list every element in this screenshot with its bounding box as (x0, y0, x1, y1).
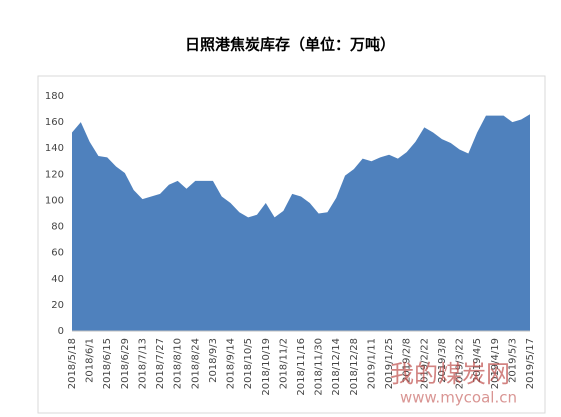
x-tick-label: 2018/9/3 (208, 338, 219, 383)
x-tick-label: 2019/5/17 (525, 338, 536, 389)
x-tick-label: 2019/2/8 (402, 338, 413, 383)
x-tick-label: 2019/3/22 (455, 338, 466, 389)
x-tick-label: 2018/7/27 (155, 338, 166, 389)
y-tick-label: 0 (58, 326, 64, 337)
x-tick-label: 2018/8/10 (173, 338, 184, 389)
x-tick-label: 2018/6/1 (85, 338, 96, 383)
y-tick-label: 100 (45, 195, 64, 206)
x-tick-label: 2019/1/25 (384, 338, 395, 389)
x-tick-label: 2018/6/15 (102, 338, 113, 389)
y-tick-label: 160 (45, 117, 64, 128)
y-tick-label: 20 (51, 300, 64, 311)
x-tick-label: 2019/2/22 (419, 338, 430, 389)
x-tick-label: 2018/11/16 (296, 338, 307, 396)
y-tick-label: 120 (45, 169, 64, 180)
y-tick-label: 80 (51, 222, 64, 233)
x-tick-label: 2018/7/13 (137, 338, 148, 389)
x-tick-label: 2018/8/24 (190, 338, 201, 389)
x-tick-label: 2019/3/8 (437, 338, 448, 383)
x-tick-label: 2019/1/11 (366, 338, 377, 389)
y-tick-label: 140 (45, 143, 64, 154)
y-tick-label: 180 (45, 91, 64, 102)
x-tick-label: 2018/5/18 (67, 338, 78, 389)
x-tick-label: 2018/11/30 (314, 338, 325, 396)
x-tick-label: 2018/10/19 (261, 338, 272, 396)
x-tick-label: 2018/12/28 (349, 338, 360, 396)
x-tick-label: 2019/4/19 (490, 338, 501, 389)
x-tick-label: 2018/11/2 (278, 338, 289, 389)
watermark-url: www.mycoal.cn (400, 389, 517, 407)
x-tick-label: 2018/6/29 (120, 338, 131, 389)
x-tick-label: 2018/10/5 (243, 338, 254, 389)
y-tick-label: 40 (51, 274, 64, 285)
x-tick-label: 2018/9/14 (226, 338, 237, 389)
chart-title: 日照港焦炭库存（单位：万吨） (185, 36, 395, 54)
x-tick-label: 2019/5/3 (507, 338, 518, 383)
x-tick-label: 2018/12/14 (331, 338, 342, 396)
area (72, 114, 530, 332)
watermark-name: 我的煤炭网 (390, 360, 510, 388)
y-tick-label: 60 (51, 248, 64, 259)
x-tick-label: 2019/4/5 (472, 338, 483, 383)
